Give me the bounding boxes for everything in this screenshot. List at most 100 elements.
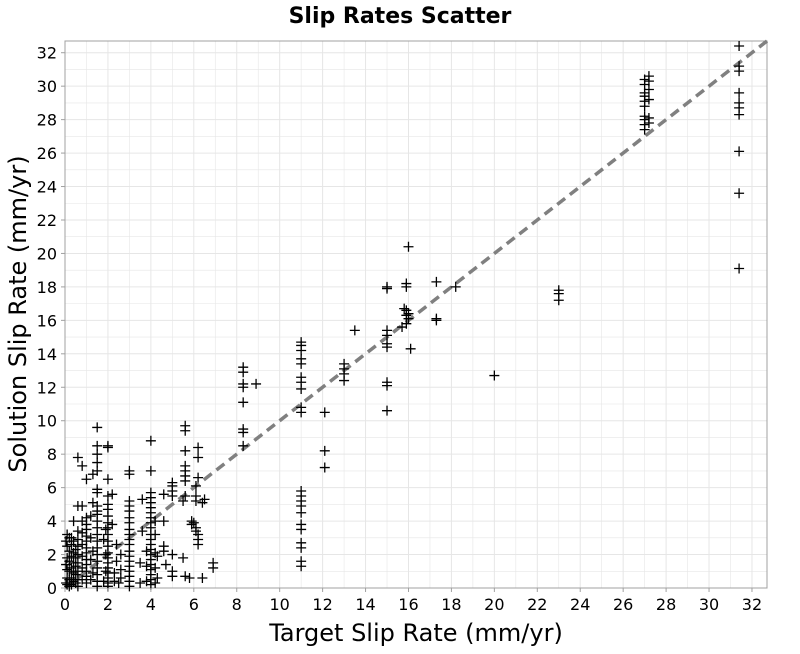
x-tick-label: 8 (232, 595, 242, 614)
data-point (193, 472, 204, 483)
data-point (450, 281, 461, 292)
data-point (296, 407, 307, 418)
data-point (137, 526, 148, 537)
x-tick-label: 10 (269, 595, 289, 614)
data-point (77, 460, 88, 471)
x-tick-label: 16 (398, 595, 418, 614)
data-point (85, 511, 96, 522)
data-point (115, 564, 126, 575)
data-point (77, 539, 88, 550)
data-point (102, 442, 113, 453)
data-points (61, 41, 745, 592)
data-point (734, 146, 745, 157)
data-point (111, 556, 122, 567)
data-point (296, 383, 307, 394)
data-point (180, 445, 191, 456)
data-point (296, 507, 307, 518)
data-point (62, 541, 73, 552)
data-point (113, 577, 124, 588)
data-point (68, 516, 79, 527)
data-point (141, 546, 152, 557)
data-point (135, 557, 146, 568)
x-tick-label: 14 (355, 595, 375, 614)
data-point (135, 577, 146, 588)
y-tick-label: 14 (37, 345, 57, 364)
data-point (115, 549, 126, 560)
data-point (62, 552, 73, 563)
y-tick-label: 12 (37, 378, 57, 397)
data-point (111, 539, 122, 550)
data-point (382, 330, 393, 341)
data-point (734, 41, 745, 52)
data-point (64, 566, 75, 577)
data-point (399, 303, 410, 314)
data-point (178, 552, 189, 563)
data-point (197, 497, 208, 508)
y-tick-label: 16 (37, 311, 57, 330)
data-point (643, 84, 654, 95)
x-tick-label: 28 (656, 595, 676, 614)
data-point (296, 542, 307, 553)
data-point (238, 367, 249, 378)
data-point (208, 562, 219, 573)
y-tick-label: 18 (37, 278, 57, 297)
data-point (81, 474, 92, 485)
data-point (115, 572, 126, 583)
data-point (62, 529, 73, 540)
data-point (382, 380, 393, 391)
data-point (251, 378, 262, 389)
data-point (72, 526, 83, 537)
data-point (339, 375, 350, 386)
data-point (734, 87, 745, 98)
data-point (100, 566, 111, 577)
data-point (180, 490, 191, 501)
data-point (100, 549, 111, 560)
data-point (61, 536, 72, 547)
data-point (145, 465, 156, 476)
data-point (150, 562, 161, 573)
data-point (382, 342, 393, 353)
data-point (405, 343, 416, 354)
data-point (238, 427, 249, 438)
data-point (87, 497, 98, 508)
data-point (145, 435, 156, 446)
data-point (382, 283, 393, 294)
data-point (92, 440, 103, 451)
data-point (639, 101, 650, 112)
data-point (178, 496, 189, 507)
data-point (296, 561, 307, 572)
data-point (150, 529, 161, 540)
y-tick-label: 0 (47, 579, 57, 598)
y-tick-label: 2 (47, 546, 57, 565)
data-point (180, 475, 191, 486)
x-tick-label: 2 (103, 595, 113, 614)
y-tick-label: 22 (37, 211, 57, 230)
data-point (68, 557, 79, 568)
data-point (87, 546, 98, 557)
x-axis-ticks: 0 2 4 6 8 10 12 14 16 18 20 22 24 26 28 30 32 (60, 588, 762, 614)
data-point (167, 571, 178, 582)
data-point (197, 572, 208, 583)
data-point (98, 534, 109, 545)
data-point (62, 579, 73, 590)
y-tick-label: 8 (47, 445, 57, 464)
x-tick-label: 22 (527, 595, 547, 614)
x-tick-label: 24 (570, 595, 590, 614)
data-point (100, 524, 111, 535)
data-point (184, 572, 195, 583)
data-point (92, 457, 103, 468)
data-point (124, 469, 135, 480)
data-point (382, 405, 393, 416)
data-point (160, 559, 171, 570)
data-point (296, 345, 307, 356)
data-point (102, 490, 113, 501)
data-point (61, 559, 72, 570)
data-point (190, 480, 201, 491)
data-point (431, 276, 442, 287)
y-tick-label: 26 (37, 144, 57, 163)
data-point (124, 581, 135, 592)
x-tick-label: 12 (312, 595, 332, 614)
data-point (77, 551, 88, 562)
